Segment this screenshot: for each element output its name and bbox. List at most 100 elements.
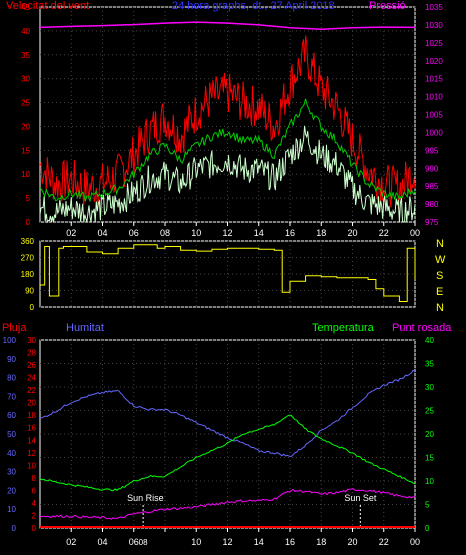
- temperature-x-tick-label: 02: [66, 537, 76, 547]
- rain-tick-label: 10: [27, 461, 36, 470]
- temperature-right-axis: 0 5 10 15 20 25 30 35 40: [425, 336, 434, 533]
- rain-tick-label: 6: [32, 486, 37, 495]
- rain-tick-label: 8: [32, 474, 37, 483]
- temperature-x-tick-label: 10: [191, 537, 201, 547]
- wind-x-tick-label: 02: [66, 228, 76, 238]
- temperature-tick-label: 20: [425, 430, 434, 439]
- humidity-tick-label: 10: [7, 505, 16, 514]
- humidity-tick-label: 80: [7, 374, 16, 383]
- temperature-x-tick-label: 16: [285, 537, 295, 547]
- wind-x-tick-label: 14: [254, 228, 264, 238]
- temperature-tick-label: 35: [425, 360, 434, 369]
- rain-tick-label: 20: [27, 399, 36, 408]
- wind-x-tick-label: 18: [316, 228, 326, 238]
- rain-tick-label: 26: [27, 361, 36, 370]
- temperature-tick-label: 0: [425, 524, 430, 533]
- humidity-tick-label: 40: [7, 449, 16, 458]
- compass-s: S: [436, 270, 443, 282]
- temperature-x-tick-label: 06: [129, 537, 139, 547]
- series-wind-mean: [39, 98, 416, 202]
- humidity-axis: 0 10 20 30 40 50 60 70 80 90 100: [3, 336, 17, 533]
- wind-x-tick-label: 04: [97, 228, 107, 238]
- temperature-x-tick-label: 12: [222, 537, 232, 547]
- pressure-tick-label: 1035: [425, 3, 443, 12]
- sunset-label: Sun Set: [344, 493, 377, 503]
- rain-tick-label: 22: [27, 386, 36, 395]
- humidity-label: Humitat: [66, 322, 104, 334]
- series-pressure: [39, 21, 416, 30]
- wind-x-tick-label: 16: [285, 228, 295, 238]
- compass-n-top: N: [436, 238, 444, 250]
- wind-x-tick-label: 00: [410, 228, 420, 238]
- wind-tick-label: 40: [21, 27, 30, 36]
- wind-tick-label: 5: [26, 194, 31, 203]
- compass-w: W: [435, 254, 446, 266]
- wind-series: [39, 21, 416, 224]
- rain-tick-label: 0: [32, 524, 37, 533]
- wind-x-tick-label: 20: [347, 228, 357, 238]
- direction-tick-label: 0: [30, 303, 35, 312]
- pressure-tick-label: 1005: [425, 111, 443, 120]
- pressure-tick-label: 1015: [425, 75, 443, 84]
- temperature-x-tick-label: 18: [316, 537, 326, 547]
- temperature-label: Temperatura: [312, 322, 375, 334]
- rain-tick-label: 28: [27, 349, 36, 358]
- wind-tick-label: 45: [21, 3, 30, 12]
- wind-tick-label: 30: [21, 75, 30, 84]
- wind-tick-label: 15: [21, 146, 30, 155]
- humidity-tick-label: 0: [12, 524, 17, 533]
- series-dewpoint: [39, 488, 416, 520]
- temperature-tick-label: 40: [425, 336, 434, 345]
- direction-left-axis: 0 90 180 270 360: [21, 237, 35, 312]
- pressure-tick-label: 1030: [425, 21, 443, 30]
- pressure-tick-label: 1020: [425, 57, 443, 66]
- compass-labels: N W S E N: [435, 238, 446, 314]
- temperature-tick-label: 5: [425, 501, 430, 510]
- wind-x-tick-label: 08: [160, 228, 170, 238]
- pressure-tick-label: 990: [425, 164, 439, 173]
- humidity-tick-label: 90: [7, 355, 16, 364]
- rain-tick-label: 14: [27, 436, 36, 445]
- temperature-x-tick-label: 08: [139, 538, 148, 547]
- humidity-tick-label: 30: [7, 468, 16, 477]
- temperature-x-tick-label: 20: [347, 537, 357, 547]
- temperature-series: [39, 369, 416, 528]
- pressure-tick-label: 975: [425, 218, 439, 227]
- humidity-tick-label: 100: [3, 336, 17, 345]
- rain-tick-label: 12: [27, 449, 36, 458]
- pressure-tick-label: 1000: [425, 128, 443, 137]
- wind-left-axis: 0 5 10 15 20 25 30 35 40 45: [21, 3, 30, 227]
- rain-label: Pluja: [2, 322, 27, 334]
- rain-tick-label: 30: [27, 336, 36, 345]
- temperature-x-tick-label: 14: [254, 537, 264, 547]
- dewpoint-label: Punt rosada: [392, 322, 452, 334]
- wind-x-axis: 02 04 06 08 10 12 14 16 18 20 22 00: [66, 222, 420, 238]
- temperature-tick-label: 10: [425, 477, 434, 486]
- temperature-x-tick-label: 00: [410, 537, 420, 547]
- humidity-tick-label: 50: [7, 430, 16, 439]
- wind-tick-label: 35: [21, 51, 30, 60]
- wind-x-tick-label: 06: [129, 228, 139, 238]
- pressure-right-axis: 975 980 985 990 995 1000 1005 1010 1015 1020 1025 1…: [425, 3, 443, 227]
- sunrise-label: Sun Rise: [127, 493, 164, 503]
- wind-tick-label: 25: [21, 99, 30, 108]
- compass-n-bottom: N: [436, 302, 444, 314]
- wind-speed-label: Velocitat del vent: [6, 0, 89, 12]
- temperature-x-tick-label: 22: [379, 537, 389, 547]
- pressure-tick-label: 1010: [425, 93, 443, 102]
- humidity-tick-label: 60: [7, 411, 16, 420]
- pressure-label: Pressió: [369, 0, 406, 12]
- humidity-tick-label: 70: [7, 392, 16, 401]
- direction-tick-label: 270: [21, 254, 35, 263]
- temperature-tick-label: 15: [425, 454, 434, 463]
- direction-series: [40, 244, 416, 302]
- wind-tick-label: 20: [21, 122, 30, 131]
- wind-x-tick-label: 22: [379, 228, 389, 238]
- series-wind-gust: [39, 35, 416, 209]
- compass-e: E: [436, 286, 443, 298]
- rain-tick-label: 24: [27, 374, 36, 383]
